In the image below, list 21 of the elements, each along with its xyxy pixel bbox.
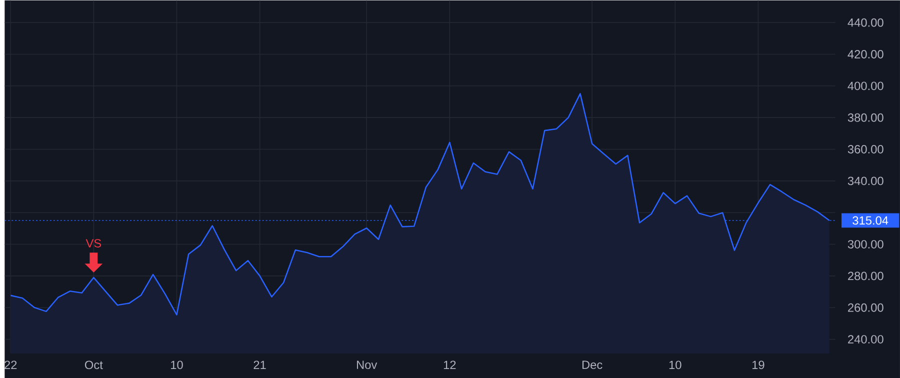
x-tick-label: 10 [171,360,183,369]
x-tick-label: 22 [4,360,17,369]
y-tick-label: 280.00 [848,272,884,280]
x-tick-label: Nov [357,360,378,369]
y-tick-label: 300.00 [848,240,884,248]
ref-line-label: 315.04 [852,216,888,224]
y-tick-label: 340.00 [848,176,884,185]
x-tick-label: 21 [254,360,266,369]
y-tick-label: 420.00 [848,50,884,58]
y-tick-label: 260.00 [848,303,884,312]
annotation: VS [86,238,102,248]
y-tick-label: 240.00 [848,334,884,344]
x-tick-label: 19 [752,360,764,369]
y-tick-label: 400.00 [848,82,884,90]
x-tick-label: 12 [444,360,456,369]
x-tick-label: 10 [669,360,682,369]
y-tick-label: 380.00 [848,113,884,122]
x-tick-label: Oct [84,360,103,369]
y-tick-label: 360.00 [848,144,884,154]
y-tick-label: 440.00 [848,18,884,27]
x-tick-label: Dec [582,360,602,369]
